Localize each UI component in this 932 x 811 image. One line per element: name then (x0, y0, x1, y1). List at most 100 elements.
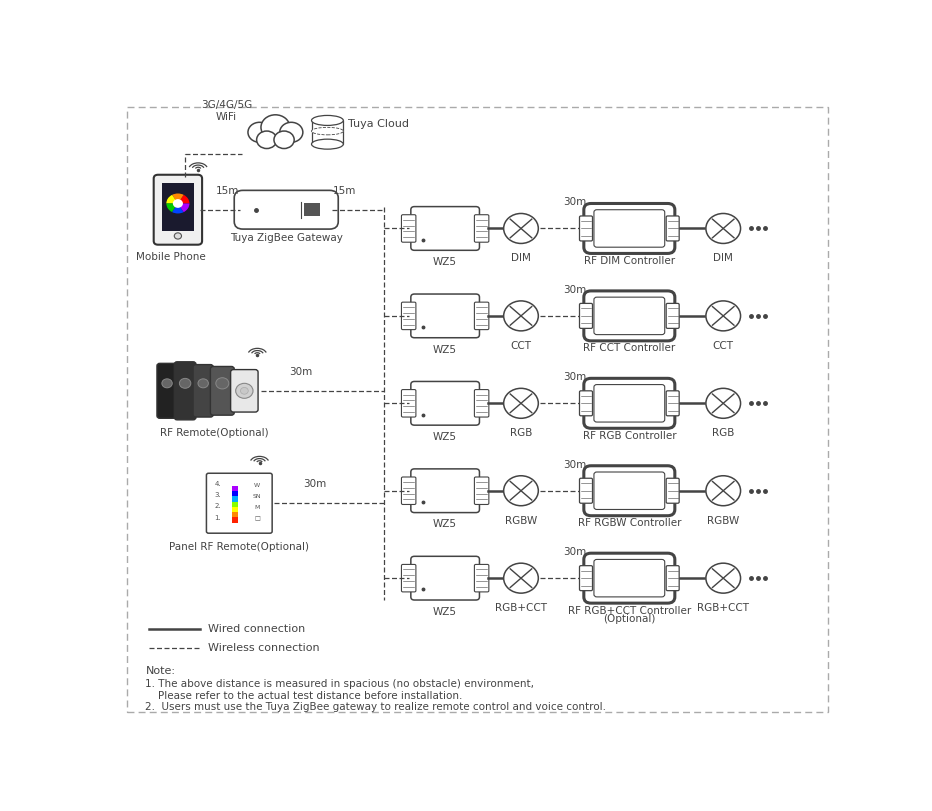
Text: RF RGBW Controller: RF RGBW Controller (578, 518, 681, 528)
Text: RF Remote(Optional): RF Remote(Optional) (159, 428, 268, 438)
Circle shape (256, 131, 277, 148)
Text: RGB: RGB (712, 428, 734, 438)
Wedge shape (178, 195, 189, 204)
Text: 15m: 15m (333, 186, 356, 196)
FancyBboxPatch shape (232, 507, 238, 513)
FancyBboxPatch shape (594, 384, 665, 422)
Text: 3G/4G/5G
WiFi: 3G/4G/5G WiFi (200, 101, 252, 122)
FancyBboxPatch shape (583, 291, 675, 341)
Text: 1. The above distance is measured in spacious (no obstacle) environment,: 1. The above distance is measured in spa… (145, 680, 534, 689)
Text: DIM: DIM (713, 253, 733, 264)
Text: Tuya Cloud: Tuya Cloud (348, 118, 408, 129)
Circle shape (503, 563, 539, 593)
FancyBboxPatch shape (666, 478, 679, 503)
Text: RGB: RGB (510, 428, 532, 438)
Text: RF CCT Controller: RF CCT Controller (583, 343, 676, 354)
FancyBboxPatch shape (411, 207, 479, 251)
Text: 30m: 30m (289, 367, 312, 377)
Circle shape (503, 476, 539, 506)
Circle shape (503, 301, 539, 331)
Text: RF RGB+CCT Controller: RF RGB+CCT Controller (568, 606, 691, 616)
FancyBboxPatch shape (666, 216, 679, 241)
FancyBboxPatch shape (232, 491, 238, 496)
Text: RGBW: RGBW (505, 516, 537, 526)
FancyBboxPatch shape (580, 303, 593, 328)
Text: RF DIM Controller: RF DIM Controller (583, 256, 675, 266)
Text: 2.: 2. (214, 504, 221, 509)
FancyBboxPatch shape (666, 391, 679, 416)
FancyBboxPatch shape (583, 553, 675, 603)
Text: RGB+CCT: RGB+CCT (495, 603, 547, 613)
Circle shape (274, 131, 295, 148)
Wedge shape (172, 194, 184, 204)
FancyBboxPatch shape (594, 297, 665, 335)
FancyBboxPatch shape (474, 564, 489, 592)
Text: RF RGB Controller: RF RGB Controller (582, 431, 676, 441)
Circle shape (280, 122, 303, 142)
Text: Panel RF Remote(Optional): Panel RF Remote(Optional) (170, 542, 309, 552)
FancyBboxPatch shape (402, 215, 416, 242)
Text: WZ5: WZ5 (433, 432, 458, 442)
FancyBboxPatch shape (474, 477, 489, 504)
FancyBboxPatch shape (232, 502, 238, 507)
FancyBboxPatch shape (311, 120, 343, 144)
Circle shape (706, 476, 741, 506)
Text: DIM: DIM (511, 253, 531, 264)
FancyBboxPatch shape (474, 215, 489, 242)
Circle shape (706, 388, 741, 418)
FancyBboxPatch shape (402, 564, 416, 592)
Text: W: W (254, 483, 260, 487)
Circle shape (261, 115, 290, 139)
FancyBboxPatch shape (580, 478, 593, 503)
Text: 30m: 30m (304, 479, 327, 490)
FancyBboxPatch shape (157, 363, 177, 418)
FancyBboxPatch shape (594, 560, 665, 597)
Circle shape (162, 379, 172, 388)
Text: SN: SN (253, 494, 261, 499)
FancyBboxPatch shape (594, 210, 665, 247)
FancyBboxPatch shape (594, 472, 665, 509)
Circle shape (706, 563, 741, 593)
Text: 30m: 30m (564, 460, 587, 470)
FancyBboxPatch shape (474, 303, 489, 329)
Text: WZ5: WZ5 (433, 520, 458, 530)
Text: CCT: CCT (511, 341, 531, 351)
Wedge shape (166, 204, 178, 212)
Text: Please refer to the actual test distance before installation.: Please refer to the actual test distance… (145, 691, 463, 701)
Text: 30m: 30m (564, 372, 587, 382)
Text: Note:: Note: (145, 666, 175, 676)
Text: 2.  Users must use the Tuya ZigBee gateway to realize remote control and voice c: 2. Users must use the Tuya ZigBee gatewa… (145, 702, 607, 712)
Circle shape (236, 384, 253, 398)
FancyBboxPatch shape (666, 303, 679, 328)
FancyBboxPatch shape (411, 469, 479, 513)
FancyBboxPatch shape (211, 367, 234, 415)
Text: M: M (254, 505, 260, 510)
FancyBboxPatch shape (232, 513, 238, 517)
Text: 3.: 3. (214, 492, 221, 498)
Text: Mobile Phone: Mobile Phone (136, 252, 206, 262)
FancyBboxPatch shape (402, 477, 416, 504)
Text: 30m: 30m (564, 197, 587, 208)
FancyBboxPatch shape (580, 566, 593, 590)
Ellipse shape (311, 115, 343, 126)
FancyBboxPatch shape (232, 486, 238, 491)
FancyBboxPatch shape (230, 370, 258, 412)
Text: Wireless connection: Wireless connection (208, 643, 320, 653)
FancyBboxPatch shape (402, 303, 416, 329)
Circle shape (706, 301, 741, 331)
FancyBboxPatch shape (128, 107, 828, 712)
Circle shape (172, 200, 183, 208)
FancyBboxPatch shape (304, 204, 321, 216)
FancyBboxPatch shape (411, 294, 479, 337)
FancyBboxPatch shape (580, 216, 593, 241)
Text: Wired connection: Wired connection (208, 624, 306, 634)
FancyBboxPatch shape (402, 389, 416, 417)
Circle shape (503, 213, 539, 243)
Text: (Optional): (Optional) (603, 614, 655, 624)
Text: Tuya ZigBee Gateway: Tuya ZigBee Gateway (230, 234, 343, 243)
FancyBboxPatch shape (580, 391, 593, 416)
FancyBboxPatch shape (583, 466, 675, 516)
Text: 30m: 30m (564, 285, 587, 294)
Circle shape (706, 213, 741, 243)
Text: RGB+CCT: RGB+CCT (697, 603, 749, 613)
